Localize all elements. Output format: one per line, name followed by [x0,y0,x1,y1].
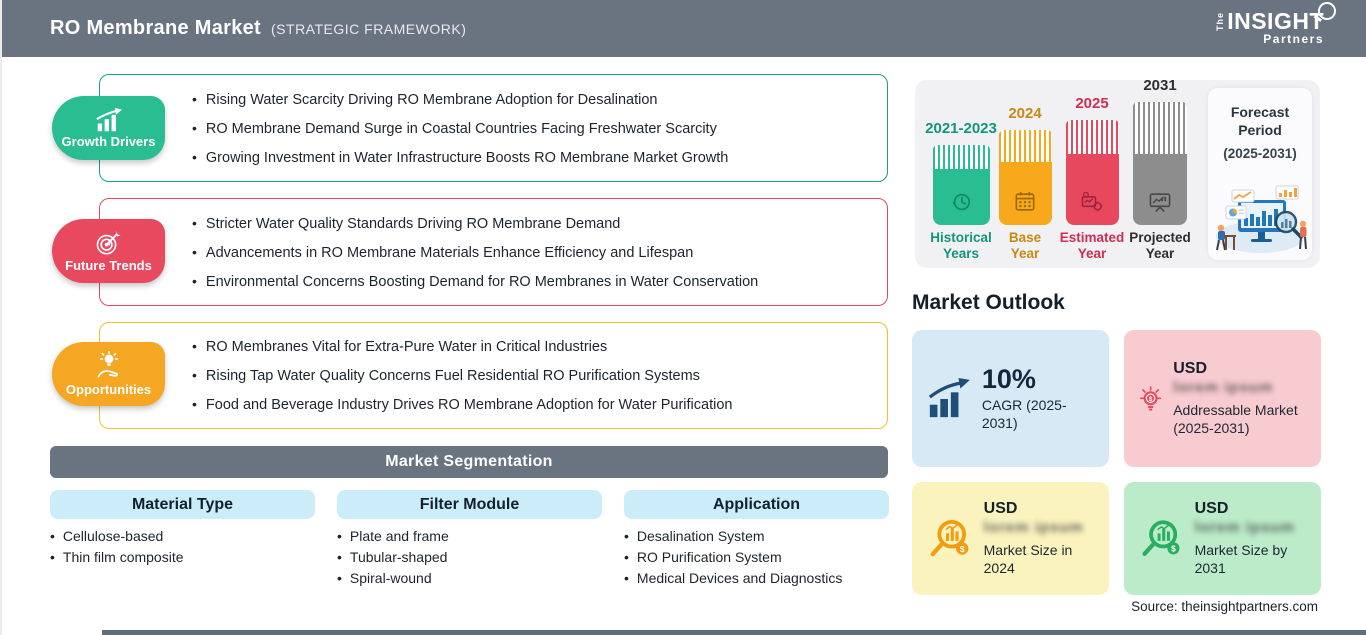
timeline-caption-historical: Historical Years [930,230,992,261]
research-timeline-card: 2021-2023 Historical Years 2024 Ba [915,77,1320,268]
growth-chart-icon [95,107,122,132]
svg-text:$: $ [960,543,965,553]
magnifier-icon [1318,1,1336,20]
forecast-period-label: Forecast Period [1230,104,1290,138]
logo-the-text: The [1215,12,1226,32]
list-item: Spiral-wound [337,568,602,589]
list-item: RO Purification System [624,547,889,568]
bullet-item: RO Membranes Vital for Extra-Pure Water … [192,338,873,355]
timeline-caption-estimated: Estimated Year [1059,230,1125,261]
history-clock-icon [952,193,971,211]
bullet-item: Rising Tap Water Quality Concerns Fuel R… [192,367,873,384]
logo-partners-text: Partners [1263,32,1324,47]
market-outlook-title: Market Outlook [912,291,1065,314]
badge-label: Future Trends [65,258,152,273]
bar-growth-icon [928,377,970,417]
list-item: Tubular-shaped [337,547,602,568]
list-item: Plate and frame [337,526,602,547]
application-list: Desalination System RO Purification Syst… [624,526,889,589]
bullet-item: Stricter Water Quality Standards Driving… [192,215,873,232]
forecast-period-panel: Forecast Period (2025-2031) [1208,88,1312,260]
list-item: Cellulose-based [50,526,315,547]
page-title: RO Membrane Market [50,17,262,39]
bullet-item: RO Membrane Demand Surge in Coastal Coun… [192,120,873,137]
list-item: Thin film composite [50,547,315,568]
logo-insight-text: INSIGHT [1227,1,1336,32]
list-item: Medical Devices and Diagnostics [624,568,889,589]
forecast-period-range: (2025-2031) [1223,146,1297,161]
segment-header-material-type: Material Type [50,490,315,519]
cagr-card: 10% CAGR (2025-2031) [912,330,1109,467]
badge-label: Growth Drivers [61,134,156,149]
market-size-2031-card: $ USD lorem ipsum Market Size by 2031 [1124,482,1321,595]
growth-drivers-list: Rising Water Scarcity Driving RO Membran… [100,75,887,181]
target-dart-icon [96,230,121,255]
year-label-base: 2024 [1008,105,1042,122]
market-segmentation-title: Market Segmentation [50,446,888,478]
timeline-bar-projected [1133,102,1187,225]
bullet-item: Food and Beverage Industry Drives RO Mem… [192,396,873,413]
opportunities-list: RO Membranes Vital for Extra-Pure Water … [100,323,887,428]
growth-drivers-box: Rising Water Scarcity Driving RO Membran… [99,74,888,182]
bottom-accent-bar [102,630,1366,635]
market-size-2031-label: Market Size by 2031 [1194,542,1288,576]
filter-module-list: Plate and frame Tubular-shaped Spiral-wo… [337,526,602,589]
material-type-list: Cellulose-based Thin film composite [50,526,315,568]
year-label-projected: 2031 [1143,77,1177,94]
bullet-item: Rising Water Scarcity Driving RO Membran… [192,91,873,108]
analytics-illustration [1216,185,1307,253]
calendar-icon [1015,192,1035,211]
timeline-caption-projected: Projected Year [1129,230,1191,261]
addressable-market-label: Addressable Market (2025-2031) [1173,402,1298,436]
future-trends-list: Stricter Water Quality Standards Driving… [100,199,887,305]
opportunities-badge: Opportunities [52,342,165,406]
timeline-bar-historical [933,145,990,225]
bullet-item: Growing Investment in Water Infrastructu… [192,149,873,166]
bulb-hand-icon [97,351,118,378]
market-size-2024-label: Market Size in 2024 [983,542,1073,576]
year-label-historical: 2021-2023 [925,120,997,137]
future-trends-badge: Future Trends [52,219,165,283]
timeline-caption-base: Base Year [1008,230,1042,261]
timeline-bar-base [999,130,1052,225]
future-trends-box: Stricter Water Quality Standards Driving… [99,198,888,306]
page-subtitle: (STRATEGIC FRAMEWORK) [271,20,467,37]
segment-header-application: Application [624,490,889,519]
year-label-estimated: 2025 [1075,95,1109,112]
magnifier-chart-green-icon: $ [1142,519,1180,556]
blurred-value: lorem ipsum [983,519,1084,536]
usd-heading: USD [1194,500,1229,517]
bullet-item: Advancements in RO Membrane Materials En… [192,244,873,261]
header-bar: RO Membrane Market (STRATEGIC FRAMEWORK)… [2,0,1366,57]
presentation-icon [1149,193,1171,213]
blurred-value: lorem ipsum [1173,379,1274,396]
opportunities-box: RO Membranes Vital for Extra-Pure Water … [99,322,888,429]
estimate-gear-icon [1081,191,1103,212]
badge-label: Opportunities [65,382,152,397]
bulb-dollar-icon: $ [1139,385,1162,411]
blurred-value: lorem ipsum [1194,519,1295,536]
timeline-bar-estimated [1066,120,1119,225]
cagr-label: CAGR (2025-2031) [981,397,1067,432]
svg-text:$: $ [1149,396,1153,403]
source-attribution: Source: theinsightpartners.com [1131,599,1318,614]
addressable-market-card: $ USD lorem ipsum Addressable Market (20… [1124,330,1321,467]
segment-header-filter-module: Filter Module [337,490,602,519]
usd-heading: USD [1173,360,1207,377]
cagr-value: 10% [981,363,1036,394]
growth-drivers-badge: Growth Drivers [52,96,165,160]
insight-partners-logo: The INSIGHT Partners [1215,1,1336,47]
magnifier-chart-orange-icon: $ [930,519,969,556]
list-item: Desalination System [624,526,889,547]
market-size-2024-card: $ USD lorem ipsum Market Size in 2024 [912,482,1109,595]
svg-text:$: $ [1171,543,1176,553]
usd-heading: USD [983,500,1018,517]
bullet-item: Environmental Concerns Boosting Demand f… [192,273,873,290]
